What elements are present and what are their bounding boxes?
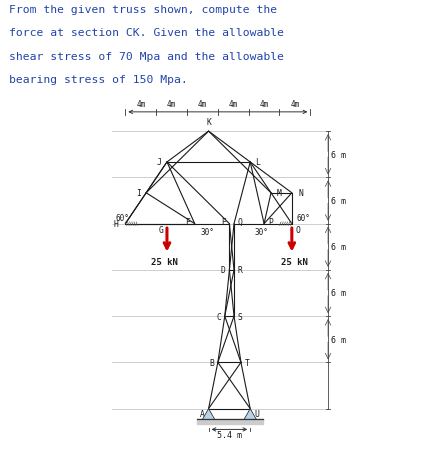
- Text: 30°: 30°: [255, 227, 269, 236]
- Text: L: L: [255, 158, 260, 167]
- Text: 30°: 30°: [201, 227, 215, 236]
- Text: B: B: [209, 358, 214, 367]
- Text: 60°: 60°: [115, 213, 129, 222]
- Text: 60°: 60°: [297, 213, 310, 222]
- Text: 4m: 4m: [198, 100, 207, 108]
- Text: K: K: [206, 118, 211, 127]
- Text: E: E: [221, 217, 226, 226]
- Text: F: F: [185, 217, 190, 226]
- Text: 5.4 m: 5.4 m: [217, 430, 242, 439]
- Text: bearing stress of 150 Mpa.: bearing stress of 150 Mpa.: [9, 75, 188, 85]
- Text: 6 m: 6 m: [331, 243, 346, 252]
- Text: U: U: [254, 409, 259, 418]
- Polygon shape: [244, 409, 256, 419]
- Text: 4m: 4m: [259, 100, 269, 108]
- Text: S: S: [238, 312, 243, 321]
- Text: 6 m: 6 m: [331, 289, 346, 298]
- Text: 4m: 4m: [167, 100, 176, 108]
- Text: 6 m: 6 m: [331, 335, 346, 344]
- Text: 4m: 4m: [228, 100, 238, 108]
- Text: O: O: [296, 225, 301, 234]
- Text: force at section CK. Given the allowable: force at section CK. Given the allowable: [9, 28, 284, 38]
- Text: J: J: [157, 158, 162, 167]
- Polygon shape: [202, 409, 215, 419]
- Text: D: D: [221, 266, 226, 275]
- Text: Q: Q: [238, 217, 243, 226]
- Text: 25 kN: 25 kN: [281, 257, 308, 266]
- Text: shear stress of 70 Mpa and the allowable: shear stress of 70 Mpa and the allowable: [9, 51, 284, 61]
- Text: 4m: 4m: [290, 100, 300, 108]
- Text: I: I: [136, 189, 141, 198]
- Text: From the given truss shown, compute the: From the given truss shown, compute the: [9, 5, 277, 14]
- Text: N: N: [299, 189, 303, 198]
- Text: P: P: [269, 217, 273, 226]
- Text: T: T: [245, 358, 250, 367]
- Text: C: C: [216, 312, 221, 321]
- Text: 6 m: 6 m: [331, 197, 346, 206]
- Text: M: M: [276, 189, 281, 198]
- Text: 6 m: 6 m: [331, 151, 346, 159]
- Text: H: H: [114, 220, 119, 229]
- Text: R: R: [238, 266, 243, 275]
- Text: 25 kN: 25 kN: [151, 257, 178, 266]
- Text: G: G: [158, 225, 163, 234]
- Text: A: A: [200, 409, 205, 418]
- Text: 4m: 4m: [136, 100, 146, 108]
